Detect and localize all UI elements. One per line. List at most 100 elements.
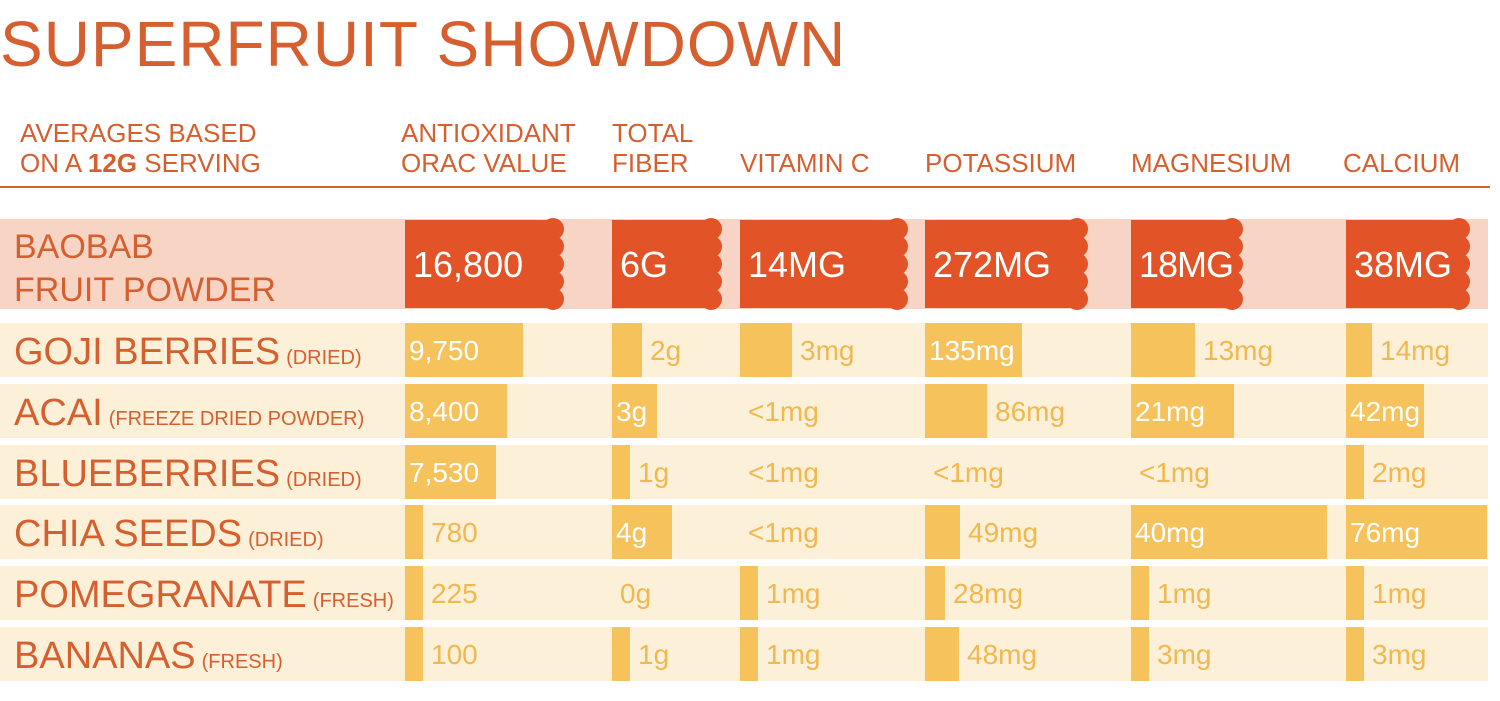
value-label: 48mg <box>967 639 1037 670</box>
value-label: 13mg <box>1203 335 1273 366</box>
value-label: 3mg <box>800 335 854 366</box>
badge-scallop <box>700 218 722 240</box>
fruit-row: GOJI BERRIES (DRIED) 9,750 2g 3mg 135mg 13mg 14… <box>0 323 1488 377</box>
value-bar <box>925 384 987 438</box>
badge-scallop <box>1448 218 1470 240</box>
fruit-name-line1: BAOBAB <box>14 228 154 266</box>
value-label: 9,750 <box>409 335 479 366</box>
row-background <box>0 445 1488 499</box>
value-bar <box>612 445 630 499</box>
value-label: 14mg <box>1380 335 1450 366</box>
fruit-qualifier: (FRESH) <box>202 651 283 673</box>
column-header-fiber: TOTAL FIBER <box>612 118 693 178</box>
column-header-orac-line1: ANTIOXIDANT <box>401 118 576 148</box>
fruit-row: ACAI (FREEZE DRIED POWDER) 8,400 3g <1mg 86mg… <box>0 384 1488 438</box>
value-bar <box>405 384 507 438</box>
value-label: <1mg <box>748 396 819 427</box>
value-label: <1mg <box>748 457 819 488</box>
badge-scallop <box>886 288 908 310</box>
value-label: 225 <box>431 578 478 609</box>
badge-scallop <box>700 235 722 258</box>
value-label: 3mg <box>1372 639 1426 670</box>
serving-basis-line1: AVERAGES BASED <box>20 118 257 148</box>
value-bar <box>405 566 423 620</box>
value-bar <box>1131 384 1234 438</box>
value-label: 7,530 <box>409 457 479 488</box>
fruit-row: CHIA SEEDS (DRIED) 780 4g <1mg 49mg 40mg 76mg <box>0 505 1488 559</box>
value-bar <box>925 505 960 559</box>
badge-scallop <box>542 288 564 310</box>
value-label: 1mg <box>766 578 820 609</box>
badge-scallop <box>1448 288 1470 310</box>
row-background <box>0 384 1488 438</box>
value-bar <box>1346 445 1364 499</box>
badge-scallop <box>542 235 564 258</box>
value-bar <box>925 627 959 681</box>
value-bar <box>1346 566 1364 620</box>
badge-scallop <box>1221 288 1243 310</box>
value-label: 42mg <box>1350 396 1420 427</box>
value-bar <box>740 566 758 620</box>
value-label: 4g <box>616 517 647 548</box>
badge-scallop <box>886 235 908 258</box>
badge-scallop <box>886 270 908 293</box>
value-bar <box>1131 323 1195 377</box>
badge-scallop <box>700 288 722 310</box>
value-label: 135mg <box>929 335 1015 366</box>
fruit-name: GOJI BERRIES <box>14 331 280 373</box>
page-title: SUPERFRUIT SHOWDOWN <box>0 8 847 80</box>
column-header-magnesium: MAGNESIUM <box>1131 148 1292 178</box>
value-bar <box>405 627 423 681</box>
value-bar <box>1346 627 1364 681</box>
badge-scallop <box>886 218 908 240</box>
baobab-value-label: 14MG <box>748 244 846 285</box>
baobab-value-badge <box>612 220 711 308</box>
value-label: 28mg <box>953 578 1023 609</box>
value-label: 2g <box>650 335 681 366</box>
value-label: 1mg <box>766 639 820 670</box>
value-label: 1mg <box>1372 578 1426 609</box>
badge-scallop <box>542 253 564 275</box>
column-header-potassium: POTASSIUM <box>925 148 1077 178</box>
baobab-value-badge <box>1346 220 1459 308</box>
fruit-qualifier: (FRESH) <box>313 590 394 612</box>
value-label: 100 <box>431 639 478 670</box>
badge-scallop <box>1066 288 1088 310</box>
fruit-qualifier: (DRIED) <box>248 529 324 551</box>
value-bar <box>405 323 523 377</box>
badge-scallop <box>700 253 722 275</box>
badge-scallop <box>1066 270 1088 293</box>
value-bar <box>925 323 1022 377</box>
value-bar <box>405 445 496 499</box>
column-header-orac-line2: ORAC VALUE <box>401 148 567 178</box>
fruit-row: BLUEBERRIES (DRIED) 7,530 1g <1mg <1mg <1mg 2mg <box>0 445 1488 499</box>
value-label: 76mg <box>1350 517 1420 548</box>
serving-basis-note: AVERAGES BASED ON A 12G SERVING <box>20 118 261 178</box>
value-bar <box>405 505 423 559</box>
header-divider <box>0 186 1490 188</box>
value-label: 49mg <box>968 517 1038 548</box>
fruit-row: BANANAS (FRESH) 100 1g 1mg 48mg 3mg 3mg <box>0 627 1488 681</box>
fruit-qualifier: (FREEZE DRIED POWDER) <box>109 408 365 430</box>
baobab-value-label: 16,800 <box>413 244 523 285</box>
fruit-qualifier: (DRIED) <box>286 347 362 369</box>
baobab-value-badge <box>1131 220 1232 308</box>
value-label: 86mg <box>995 396 1065 427</box>
value-bar <box>612 627 630 681</box>
badge-scallop <box>542 218 564 240</box>
badge-scallop <box>542 270 564 293</box>
value-label: <1mg <box>933 457 1004 488</box>
value-label: 3g <box>616 396 647 427</box>
value-label: 21mg <box>1135 396 1205 427</box>
value-label: 2mg <box>1372 457 1426 488</box>
value-bar <box>740 627 758 681</box>
value-label: <1mg <box>1139 457 1210 488</box>
column-header-fiber-line1: TOTAL <box>612 118 694 148</box>
value-label: 1g <box>638 457 669 488</box>
badge-scallop <box>1221 270 1243 293</box>
column-header-vitamin-c: VITAMIN C <box>740 148 870 178</box>
value-bar <box>612 323 642 377</box>
baobab-row: BAOBAB FRUIT POWDER 16,800 6G 14MG 272MG 18MG 3… <box>0 218 1488 310</box>
baobab-value-label: 38MG <box>1354 244 1452 285</box>
value-bar <box>612 505 672 559</box>
